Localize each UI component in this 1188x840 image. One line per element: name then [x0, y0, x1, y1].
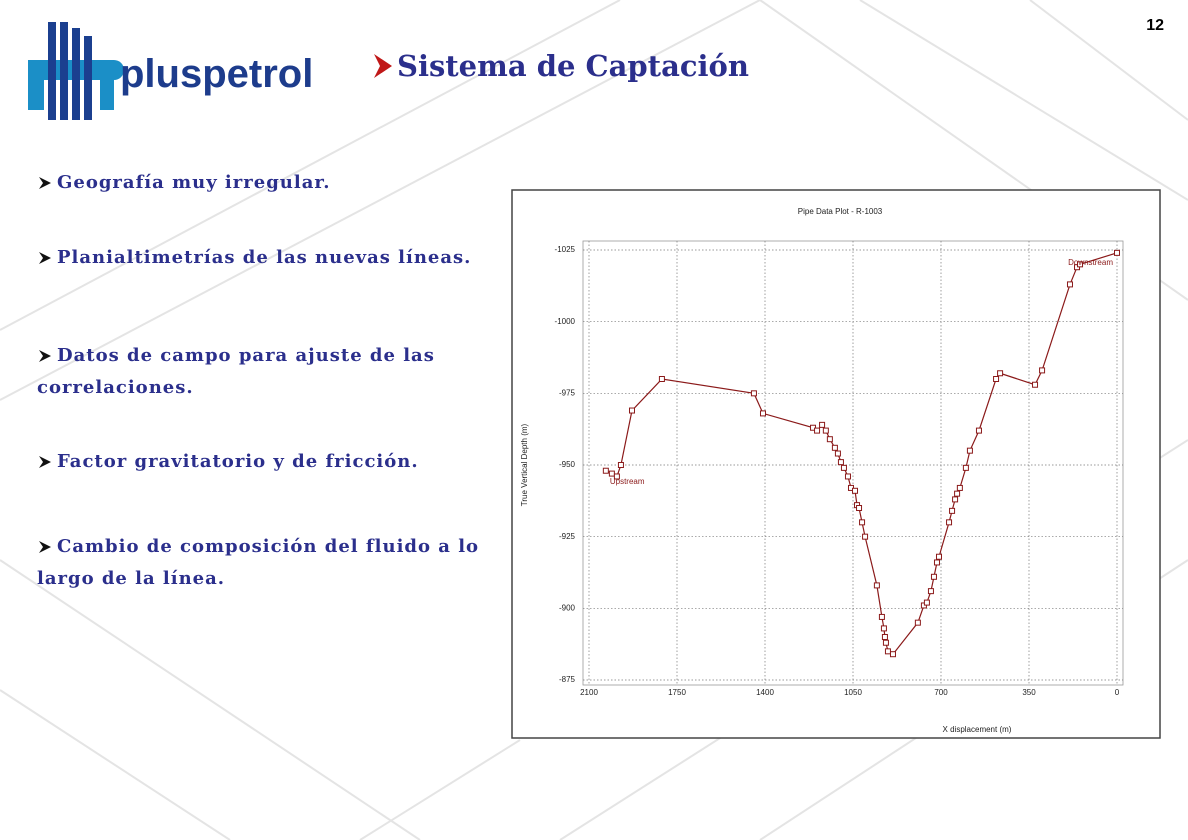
- bullet-arrow: [39, 350, 51, 362]
- data-point: [1032, 381, 1039, 388]
- x-tick-label: 1400: [756, 688, 774, 697]
- bullet-arrow: [39, 177, 51, 189]
- data-point: [923, 599, 930, 606]
- data-point: [884, 648, 891, 655]
- data-point: [997, 370, 1004, 377]
- data-point: [859, 519, 866, 526]
- y-tick-label: -950: [559, 460, 576, 469]
- x-tick-label: 700: [934, 688, 948, 697]
- data-point: [962, 464, 969, 471]
- data-point: [862, 533, 869, 540]
- data-point: [881, 634, 888, 640]
- slide-title: Sistema de Captación: [397, 49, 749, 83]
- data-point: [949, 507, 956, 514]
- bullet: Datos de campo para ajuste de las correl…: [37, 345, 435, 398]
- data-point: [617, 462, 624, 468]
- data-point: [993, 376, 1000, 382]
- x-tick-label: 2100: [580, 688, 598, 697]
- data-point: [834, 450, 841, 457]
- data-point: [933, 559, 940, 566]
- data-point: [882, 639, 889, 646]
- y-tick-label: -925: [559, 532, 576, 541]
- data-point: [930, 573, 937, 580]
- chart-title: Pipe Data Plot - R-1003: [798, 207, 883, 216]
- title-arrow: [374, 54, 392, 78]
- y-tick-label: -975: [559, 388, 576, 397]
- data-point: [1039, 367, 1046, 374]
- x-tick-label: 1750: [668, 688, 686, 697]
- annotation: Upstream: [610, 477, 645, 486]
- data-point: [956, 484, 963, 491]
- data-point: [975, 427, 982, 434]
- chart-frame: [511, 189, 1161, 739]
- data-point: [873, 582, 880, 589]
- data-point: [952, 496, 959, 503]
- bullet: Geografía muy irregular.: [57, 172, 331, 193]
- data-point: [935, 553, 942, 560]
- data-point: [927, 588, 934, 595]
- bullet-arrow: [39, 252, 51, 264]
- data-point: [759, 410, 766, 417]
- data-point: [844, 473, 851, 480]
- x-tick-label: 350: [1022, 688, 1036, 697]
- data-point: [840, 464, 847, 471]
- data-point: [658, 376, 665, 382]
- chart: Pipe Data Plot - R-1003 X displacement (…: [511, 189, 1161, 739]
- data-point: [889, 651, 896, 658]
- x-tick-label: 0: [1115, 688, 1120, 697]
- bullet-arrow: [39, 541, 51, 553]
- data-point: [831, 444, 838, 451]
- bullet-arrow: [39, 456, 51, 468]
- data-point: [880, 625, 887, 632]
- data-point: [608, 470, 615, 477]
- annotation: Downstream: [1068, 258, 1113, 267]
- data-point: [914, 619, 921, 626]
- data-point: [856, 505, 863, 511]
- data-point: [946, 519, 953, 526]
- data-point: [750, 390, 757, 397]
- y-axis-label: True Vertical Depth (m): [520, 423, 529, 506]
- data-point: [954, 490, 961, 497]
- data-point: [966, 447, 973, 454]
- y-tick-label: -1000: [555, 317, 576, 326]
- x-axis-label: X displacement (m): [943, 725, 1012, 734]
- bullet: Planialtimetrías de las nuevas líneas.: [57, 247, 472, 268]
- data-point: [1066, 281, 1073, 288]
- y-tick-label: -900: [559, 603, 576, 612]
- data-point: [602, 467, 609, 474]
- logo-text: pluspetrol: [120, 52, 313, 96]
- data-point: [852, 487, 859, 494]
- data-point: [878, 613, 885, 620]
- data-point: [819, 421, 826, 428]
- bullet: Cambio de composición del fluido a lo la…: [37, 536, 480, 589]
- page-number: 12: [1146, 17, 1164, 34]
- data-point: [1077, 261, 1084, 268]
- data-point: [822, 427, 829, 434]
- data-point: [628, 407, 635, 414]
- y-tick-label: -1025: [555, 245, 576, 254]
- data-point: [837, 459, 844, 466]
- data-point: [826, 436, 833, 443]
- y-tick-label: -875: [559, 675, 576, 684]
- logo-mark: [28, 22, 124, 120]
- data-point: [814, 427, 821, 434]
- data-point: [613, 473, 620, 480]
- data-point: [1114, 249, 1120, 256]
- bullet: Factor gravitatorio y de fricción.: [57, 451, 419, 472]
- x-tick-label: 1050: [844, 688, 862, 697]
